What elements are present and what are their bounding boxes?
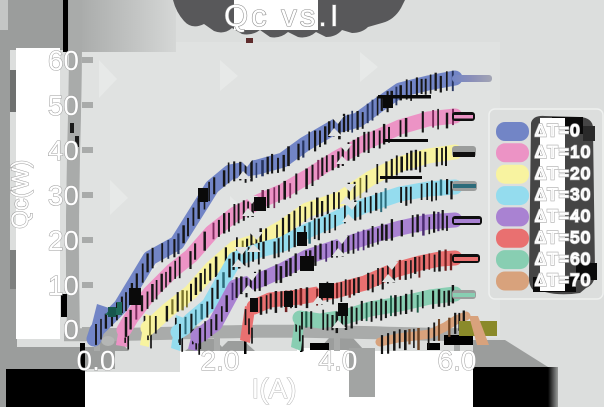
svg-text:ΔT=40: ΔT=40 [535, 208, 592, 226]
svg-text:ΔT=50: ΔT=50 [535, 229, 592, 247]
svg-text:ΔT=60: ΔT=60 [535, 250, 592, 268]
svg-text:50: 50 [48, 90, 79, 121]
svg-text:0: 0 [63, 314, 79, 345]
svg-text:ΔT=30: ΔT=30 [535, 186, 592, 204]
svg-text:ΔT=30: ΔT=30 [535, 186, 592, 204]
svg-text:0.0: 0.0 [77, 345, 116, 376]
svg-text:ΔT=20: ΔT=20 [535, 165, 592, 183]
svg-text:6.0: 6.0 [438, 345, 477, 376]
svg-text:ΔT=40: ΔT=40 [535, 208, 592, 226]
svg-text:4.0: 4.0 [319, 345, 358, 376]
svg-text:ΔT=20: ΔT=20 [535, 165, 592, 183]
svg-text:30: 30 [48, 180, 79, 211]
svg-text:ΔT=10: ΔT=10 [535, 144, 592, 162]
svg-text:ΔT=70: ΔT=70 [535, 272, 592, 290]
svg-text:10: 10 [48, 270, 79, 301]
svg-text:Qc vs.I: Qc vs.I [224, 0, 341, 33]
svg-text:ΔT=10: ΔT=10 [535, 144, 592, 162]
svg-text:ΔT=60: ΔT=60 [535, 250, 592, 268]
svg-text:ΔT=50: ΔT=50 [535, 229, 592, 247]
svg-text:40: 40 [48, 135, 79, 166]
svg-text:ΔT=70: ΔT=70 [535, 272, 592, 290]
svg-text:ΔT=0: ΔT=0 [535, 122, 581, 140]
svg-text:Qc(W): Qc(W) [7, 160, 34, 229]
svg-text:60: 60 [48, 45, 79, 76]
svg-text:20: 20 [48, 225, 79, 256]
svg-text:ΔT=0: ΔT=0 [535, 122, 581, 140]
svg-text:2.0: 2.0 [201, 345, 240, 376]
svg-text:I(A): I(A) [251, 373, 296, 404]
